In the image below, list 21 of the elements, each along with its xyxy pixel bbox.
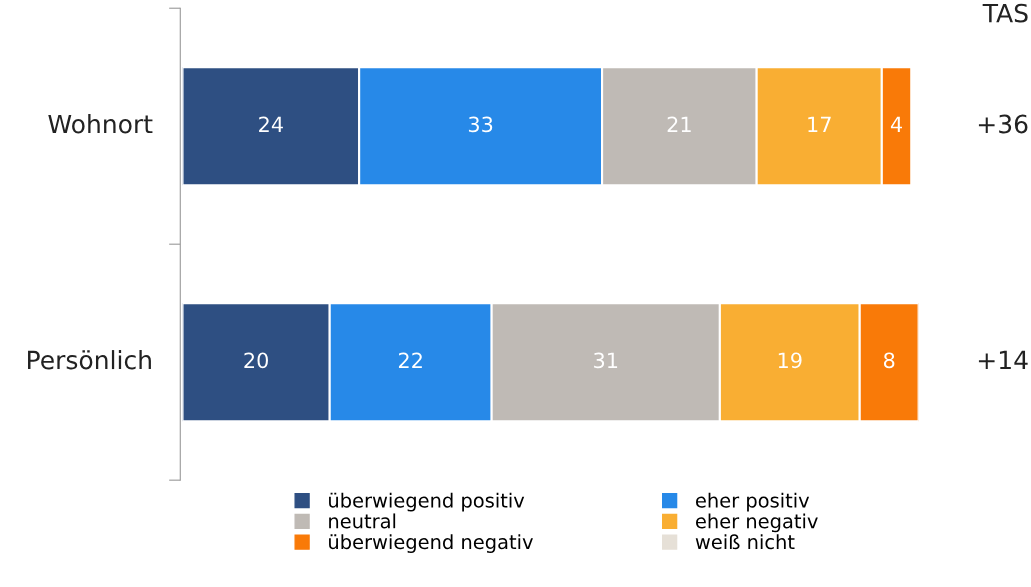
data-label: 17 <box>808 116 831 132</box>
data-label: 20 <box>244 352 268 369</box>
legend-label: neutral <box>329 513 396 529</box>
text: +14 <box>978 350 1028 370</box>
data-label: 19 <box>778 352 802 369</box>
data-label: 8 <box>883 352 895 369</box>
legend-label: überwiegend positiv <box>329 492 525 512</box>
data-label: 21 <box>667 116 691 132</box>
data-label: 24 <box>259 116 283 132</box>
data-label: 4 <box>890 116 902 132</box>
y-tick-label: Persönlich <box>28 350 151 370</box>
legend-label: überwiegend negativ <box>329 534 533 554</box>
data-label: 22 <box>398 352 422 368</box>
data-label: 33 <box>468 116 493 133</box>
legend-label: weiß nicht <box>695 534 795 550</box>
y-tick-label: Wohnort <box>48 114 153 134</box>
data-label: 31 <box>594 352 618 369</box>
legend-label: eher positiv <box>695 492 810 512</box>
text: TAS <box>982 3 1028 23</box>
text: +36 <box>978 114 1028 134</box>
legend-label: eher negativ <box>695 513 818 533</box>
